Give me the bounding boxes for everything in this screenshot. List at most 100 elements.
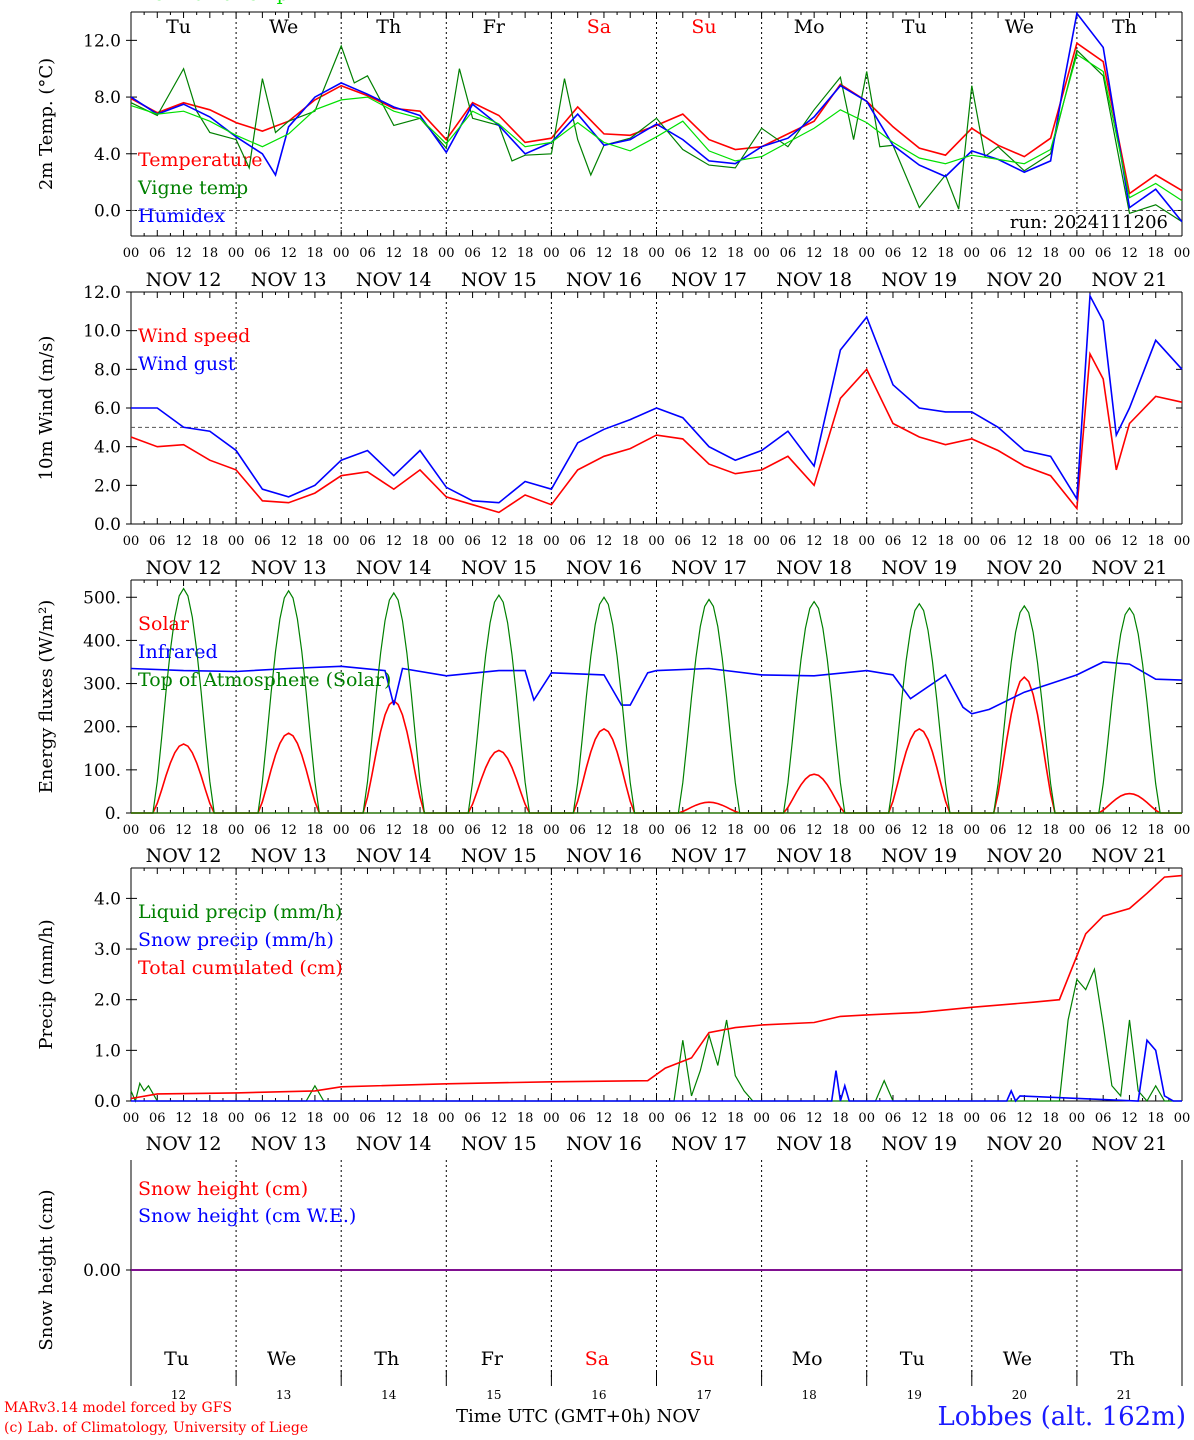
hour-tick-label: 06	[359, 1111, 376, 1126]
date-label: NOV 12	[146, 269, 222, 291]
hour-tick-label: 12	[280, 1111, 297, 1126]
hour-tick-label: 06	[569, 246, 586, 261]
hour-tick-label: 18	[727, 823, 744, 838]
y-tick-label: 1.0	[94, 1041, 121, 1061]
hour-tick-label: 18	[832, 534, 849, 549]
date-label: NOV 14	[356, 845, 432, 867]
hour-tick-label: 18	[1042, 534, 1059, 549]
hour-tick-label: 18	[412, 823, 429, 838]
hour-tick-label: 00	[123, 246, 140, 261]
hour-tick-label: 00	[438, 534, 455, 549]
weekday-label: Th	[1110, 1348, 1135, 1370]
hour-tick-label: 18	[727, 246, 744, 261]
day-number-label: 13	[276, 1388, 291, 1402]
panel-3: 0. 100. 200. 300. 400. 500. Energy fluxes (W/m…	[36, 579, 1190, 867]
date-label: NOV 14	[356, 557, 432, 579]
hour-tick-label: 18	[937, 246, 954, 261]
date-label: NOV 15	[461, 1133, 537, 1155]
y-tick-label: 0.0	[94, 515, 121, 535]
hour-tick-label: 12	[701, 534, 718, 549]
hour-tick-label: 18	[1147, 1111, 1164, 1126]
date-label: NOV 12	[146, 845, 222, 867]
legend-label: Liquid precip (mm/h)	[138, 901, 342, 923]
hour-tick-label: 12	[175, 534, 192, 549]
y-tick-label: 500.	[83, 588, 121, 608]
hour-tick-label: 18	[1147, 246, 1164, 261]
day-number-label: 15	[486, 1388, 501, 1402]
hour-tick-label: 06	[464, 534, 481, 549]
hour-tick-label: 12	[385, 823, 402, 838]
legend-label: Vigne temp	[137, 177, 248, 199]
hour-tick-label: 00	[1174, 246, 1191, 261]
y-axis-label: 2m Temp. (°C)	[36, 58, 57, 190]
y-tick-label: 4.0	[94, 889, 121, 909]
date-label: NOV 15	[461, 845, 537, 867]
day-number-label: 20	[1012, 1388, 1027, 1402]
hour-tick-label: 12	[596, 534, 613, 549]
hour-tick-label: 00	[858, 1111, 875, 1126]
hour-tick-label: 00	[1069, 1111, 1086, 1126]
date-label: NOV 17	[671, 269, 747, 291]
hour-tick-label: 00	[648, 534, 665, 549]
hour-tick-label: 06	[780, 246, 797, 261]
y-tick-label: 3.0	[94, 940, 121, 960]
hour-tick-label: 00	[753, 1111, 770, 1126]
legend-label: Temperature	[138, 149, 262, 171]
hour-tick-label: 06	[359, 246, 376, 261]
hour-tick-label: 06	[359, 823, 376, 838]
hour-tick-label: 00	[438, 1111, 455, 1126]
hour-tick-label: 00	[753, 246, 770, 261]
hour-tick-label: 18	[517, 534, 534, 549]
hour-tick-label: 18	[307, 534, 324, 549]
hour-tick-label: 12	[596, 246, 613, 261]
time-axis-title: Time UTC (GMT+0h)	[456, 1406, 651, 1427]
date-label: NOV 13	[251, 1133, 327, 1155]
y-tick-label: 0.	[105, 804, 121, 824]
y-tick-label: 4.0	[94, 438, 121, 458]
date-label: NOV 20	[986, 557, 1062, 579]
hour-tick-label: 06	[990, 823, 1007, 838]
legend-label: Snow height (cm W.E.)	[138, 1205, 356, 1227]
hour-tick-label: 12	[1016, 1111, 1033, 1126]
hour-tick-label: 18	[517, 246, 534, 261]
hour-tick-label: 06	[675, 246, 692, 261]
hour-tick-label: 00	[228, 246, 245, 261]
weekday-label: Th	[374, 1348, 399, 1370]
hour-tick-label: 12	[701, 823, 718, 838]
hour-tick-label: 06	[149, 823, 166, 838]
hour-tick-label: 00	[543, 534, 560, 549]
hour-tick-label: 06	[780, 823, 797, 838]
hour-tick-label: 12	[385, 534, 402, 549]
hour-tick-label: 12	[806, 534, 823, 549]
hour-tick-label: 06	[464, 1111, 481, 1126]
hour-tick-label: 18	[622, 1111, 639, 1126]
weekday-label: Tu	[164, 1348, 189, 1370]
legend-label: Snow precip (mm/h)	[138, 929, 334, 951]
hour-tick-label: 12	[491, 246, 508, 261]
legend-label: Humidex	[138, 205, 225, 227]
y-tick-label: 12.0	[83, 31, 121, 51]
hour-tick-label: 12	[701, 246, 718, 261]
hour-tick-label: 18	[622, 823, 639, 838]
hour-tick-label: 00	[123, 823, 140, 838]
hour-tick-label: 18	[1042, 823, 1059, 838]
day-number-label: 17	[696, 1388, 711, 1402]
hour-tick-label: 18	[412, 1111, 429, 1126]
hour-tick-label: 06	[1095, 534, 1112, 549]
hour-tick-label: 12	[280, 246, 297, 261]
hour-tick-label: 12	[491, 534, 508, 549]
hour-tick-label: 18	[937, 1111, 954, 1126]
hour-tick-label: 18	[202, 1111, 219, 1126]
hour-tick-label: 06	[990, 246, 1007, 261]
date-label: NOV 16	[566, 557, 642, 579]
hour-tick-label: 18	[622, 534, 639, 549]
hour-tick-label: 06	[780, 534, 797, 549]
hour-tick-label: 00	[333, 534, 350, 549]
date-label: NOV 19	[881, 1133, 957, 1155]
date-label: NOV 17	[671, 557, 747, 579]
hour-tick-label: 06	[990, 534, 1007, 549]
hour-tick-label: 00	[228, 1111, 245, 1126]
hour-tick-label: 12	[1016, 246, 1033, 261]
hour-tick-label: 00	[964, 1111, 981, 1126]
